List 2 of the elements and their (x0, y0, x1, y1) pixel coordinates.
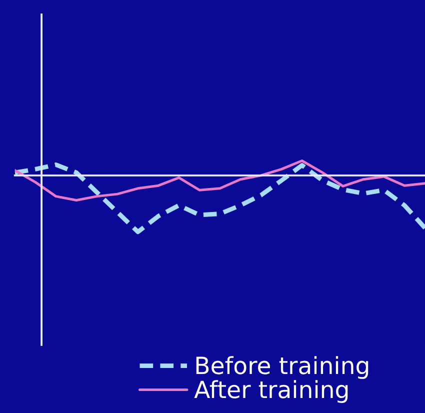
legend-label: Before training (196, 356, 368, 379)
legend-label: After training (194, 380, 348, 403)
